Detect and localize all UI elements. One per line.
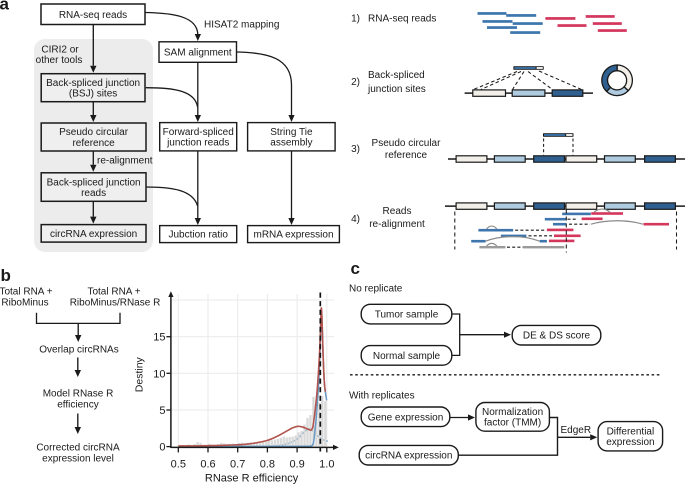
svg-text:1.0: 1.0 [319,459,334,471]
svg-text:assembly: assembly [270,138,312,149]
svg-text:1): 1) [351,14,360,25]
svg-text:re-alignment: re-alignment [97,156,153,167]
svg-text:b: b [1,266,11,285]
svg-text:Pseudo circular: Pseudo circular [372,138,442,149]
svg-text:RiboMinus: RiboMinus [1,298,48,309]
svg-text:Total RNA +: Total RNA + [87,287,140,298]
svg-text:0: 0 [159,442,165,454]
svg-text:0.8: 0.8 [260,459,275,471]
svg-text:10: 10 [153,368,165,380]
svg-text:Tumor sample: Tumor sample [375,310,439,321]
svg-text:RNase R efficiency: RNase R efficiency [205,473,299,485]
svg-text:reads: reads [81,188,106,199]
svg-text:expression level: expression level [42,454,114,465]
svg-text:junction reads: junction reads [166,138,229,149]
svg-text:No replicate: No replicate [349,284,403,295]
svg-text:other tools: other tools [36,55,83,66]
svg-text:0.5: 0.5 [171,459,186,471]
svg-text:expression: expression [606,437,654,448]
svg-text:4): 4) [351,214,360,225]
svg-text:0.7: 0.7 [230,459,245,471]
svg-text:RNA-seq reads: RNA-seq reads [368,14,436,25]
svg-text:Forward-spliced: Forward-spliced [163,127,234,138]
svg-text:Back-spliced junction: Back-spliced junction [46,78,140,89]
svg-text:circRNA expression: circRNA expression [50,229,137,240]
svg-text:re-alignment: re-alignment [369,219,425,230]
svg-text:Corrected circRNA: Corrected circRNA [36,443,120,454]
svg-text:Model RNase R: Model RNase R [43,389,114,400]
svg-text:(BSJ) sites: (BSJ) sites [69,89,117,100]
svg-text:RNA-seq reads: RNA-seq reads [59,10,127,21]
svg-text:a: a [0,0,10,13]
svg-text:Back-spliced: Back-spliced [368,70,425,81]
svg-text:RiboMinus/RNase R: RiboMinus/RNase R [70,298,161,309]
svg-text:mRNA expression: mRNA expression [253,230,333,241]
svg-text:c: c [351,259,360,278]
svg-text:EdgeR: EdgeR [561,425,592,436]
svg-text:Jubction ratio: Jubction ratio [168,230,228,241]
svg-text:3): 3) [351,144,360,155]
svg-text:SAM alignment: SAM alignment [164,48,232,59]
svg-text:0.6: 0.6 [200,459,215,471]
svg-text:Normalization: Normalization [482,407,543,418]
svg-text:Back-spliced junction: Back-spliced junction [47,177,141,188]
svg-text:15: 15 [153,332,165,344]
svg-text:circRNA expression: circRNA expression [365,451,452,462]
svg-text:Overlap circRNAs: Overlap circRNAs [39,345,118,356]
svg-text:efficiency: efficiency [57,400,99,411]
svg-text:5: 5 [159,405,165,417]
svg-text:0.9: 0.9 [289,459,304,471]
svg-text:Destiny: Destiny [134,356,146,392]
svg-text:2): 2) [351,77,360,88]
svg-text:factor (TMM): factor (TMM) [484,418,541,429]
svg-text:Normal sample: Normal sample [373,351,441,362]
svg-text:reference: reference [72,138,115,149]
svg-text:String Tie: String Tie [270,127,313,138]
svg-text:Total RNA +: Total RNA + [0,287,53,298]
svg-text:CIRI2 or: CIRI2 or [41,45,79,56]
svg-text:Pseudo circular: Pseudo circular [59,127,129,138]
svg-text:Differential: Differential [607,427,655,438]
svg-text:DE & DS score: DE & DS score [523,331,591,342]
svg-text:With replicates: With replicates [349,391,415,402]
svg-text:junction sites: junction sites [367,84,426,95]
svg-text:reference: reference [385,150,428,161]
svg-text:Reads: Reads [383,206,412,217]
svg-text:HISAT2 mapping: HISAT2 mapping [204,20,279,31]
svg-text:Gene expression: Gene expression [368,412,444,423]
